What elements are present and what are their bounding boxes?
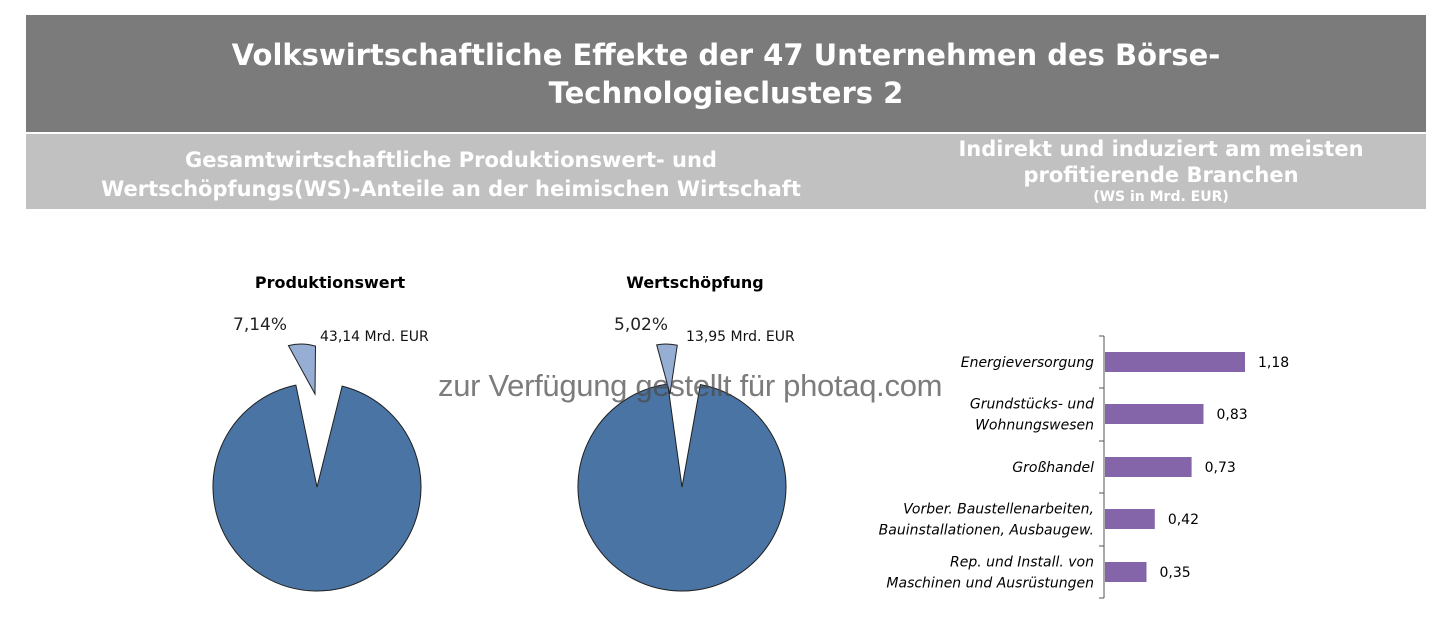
pie-1-amount-label: 43,14 Mrd. EUR <box>320 329 429 345</box>
bar-5-category-label: Rep. und Install. von <box>950 555 1094 571</box>
subheader-left: Gesamtwirtschaftliche Produktionswert- u… <box>26 146 876 204</box>
subheader-right-line-3: (WS in Mrd. EUR) <box>1093 189 1229 205</box>
watermark-text: zur Verfügung gestellt für photaq.com <box>438 368 943 403</box>
bar-4-category-label: Vorber. Baustellenarbeiten, <box>903 502 1094 518</box>
pie-2-exploded-slice <box>656 343 678 395</box>
pie-2-percent-label: 5,02% <box>614 315 668 335</box>
bar-4 <box>1105 509 1155 529</box>
bar-4-value-label: 0,42 <box>1168 512 1199 528</box>
bar-3 <box>1105 457 1192 477</box>
pie-1-exploded-slice <box>287 343 317 396</box>
pie-2-exploded-group <box>656 343 678 395</box>
bar-5 <box>1105 562 1147 582</box>
bar-3-category-label: Großhandel <box>1012 460 1094 476</box>
title-banner: Volkswirtschaftliche Effekte der 47 Unte… <box>26 15 1426 132</box>
pie-1-exploded-group <box>287 343 317 396</box>
subheader-right: Indirekt und induziert am meisten profit… <box>896 136 1426 206</box>
pie-1-percent-label: 7,14% <box>233 315 287 335</box>
bar-1 <box>1105 352 1245 372</box>
bar-4-category-label: Bauinstallationen, Ausbaugew. <box>879 523 1094 539</box>
pie-1-main-slice <box>212 384 422 592</box>
subheader-bar: Gesamtwirtschaftliche Produktionswert- u… <box>26 134 1426 209</box>
title-line-1: Volkswirtschaftliche Effekte der 47 Unte… <box>231 37 1221 72</box>
bar-2-category-label: Wohnungswesen <box>975 418 1094 434</box>
bar-2-value-label: 0,83 <box>1216 407 1247 423</box>
bar-1-value-label: 1,18 <box>1258 355 1289 371</box>
bar-3-value-label: 0,73 <box>1205 460 1236 476</box>
bar-5-category-label: Maschinen und Ausrüstungen <box>886 576 1094 592</box>
bar-5-value-label: 0,35 <box>1160 565 1191 581</box>
bar-2 <box>1105 404 1204 424</box>
subheader-right-line-1: Indirekt und induziert am meisten <box>958 137 1364 161</box>
pie-2-title: Wertschöpfung <box>626 273 764 292</box>
title-line-2: Technologieclusters 2 <box>548 75 904 110</box>
bar-2-category-label: Grundstücks- und <box>970 397 1094 413</box>
subheader-right-line-2: profitierende Branchen <box>1023 163 1299 187</box>
pie-2-main-slice <box>577 383 787 592</box>
subheader-left-line-1: Gesamtwirtschaftliche Produktionswert- u… <box>185 148 717 172</box>
pie-2-amount-label: 13,95 Mrd. EUR <box>686 329 795 345</box>
bar-1-category-label: Energieversorgung <box>961 355 1094 371</box>
subheader-left-line-2: Wertschöpfungs(WS)-Anteile an der heimis… <box>101 177 801 201</box>
pie-1-title: Produktionswert <box>255 273 406 292</box>
